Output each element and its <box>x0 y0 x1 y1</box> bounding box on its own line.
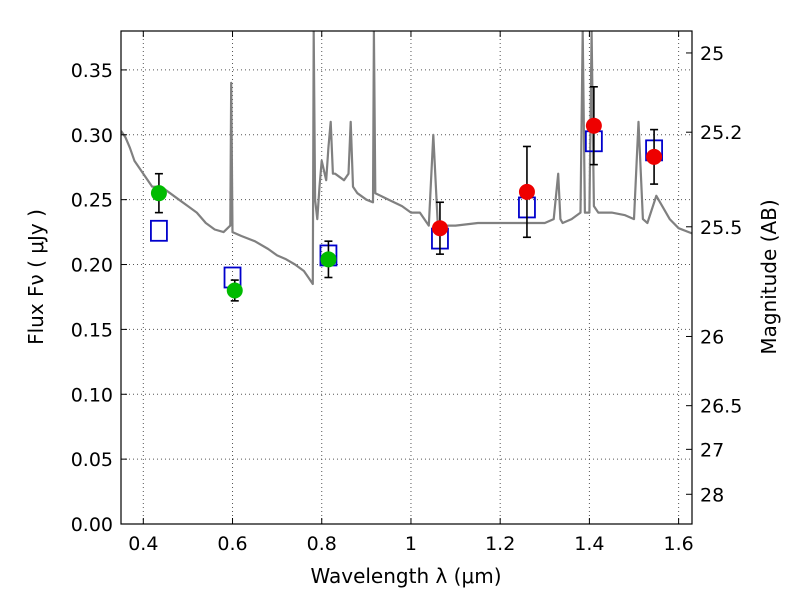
axis-ticks: 0.4 0.6 0.8 1 1.2 1.4 1.6 0.00 0.05 0.10 0.15 0.20 0… <box>71 31 742 555</box>
magnitude-tick-label: 25 <box>700 43 724 65</box>
plot-area <box>121 31 692 302</box>
x-tick-label: 1.2 <box>485 533 515 555</box>
magnitude-tick-label: 25.2 <box>700 122 742 144</box>
magnitude-axis-label: Magnitude (AB) <box>757 199 781 354</box>
x-tick-label: 1.4 <box>574 533 604 555</box>
axes-frame <box>120 30 693 525</box>
x-axis-label: Wavelength λ (μm) <box>310 564 501 588</box>
y-tick-label: 0.20 <box>71 255 113 277</box>
x-tick-label: 0.6 <box>217 533 247 555</box>
y-axis-label: Flux Fν ( μJy ) <box>24 209 48 345</box>
magnitude-tick-label: 25.5 <box>700 217 742 239</box>
x-tick-label: 0.8 <box>307 533 337 555</box>
y-tick-label: 0.05 <box>71 449 113 471</box>
y-tick-label: 0.15 <box>71 319 113 341</box>
y-tick-label: 0.35 <box>71 60 113 82</box>
magnitude-tick-label: 28 <box>700 484 724 506</box>
observed-nir-point <box>646 148 663 165</box>
magnitude-tick-label: 27 <box>700 439 724 461</box>
grid-lines <box>121 31 692 525</box>
x-tick-label: 0.4 <box>128 533 158 555</box>
magnitude-tick-label: 26 <box>700 326 724 348</box>
y-tick-label: 0.30 <box>71 125 113 147</box>
model-marker <box>150 219 168 242</box>
observed-optical-point <box>150 185 167 202</box>
x-tick-label: 1 <box>405 533 417 555</box>
observed-optical-point <box>226 282 243 299</box>
x-tick-label: 1.6 <box>664 533 694 555</box>
observed-optical-point <box>320 251 337 268</box>
y-tick-label: 0.25 <box>71 190 113 212</box>
magnitude-tick-label: 26.5 <box>700 396 742 418</box>
y-tick-label: 0.00 <box>71 514 113 536</box>
observed-nir-point <box>431 220 448 237</box>
observed-nir-point <box>585 117 602 134</box>
spectrum-line <box>121 31 692 286</box>
y-tick-label: 0.10 <box>71 384 113 406</box>
observed-nir-point <box>518 183 535 200</box>
